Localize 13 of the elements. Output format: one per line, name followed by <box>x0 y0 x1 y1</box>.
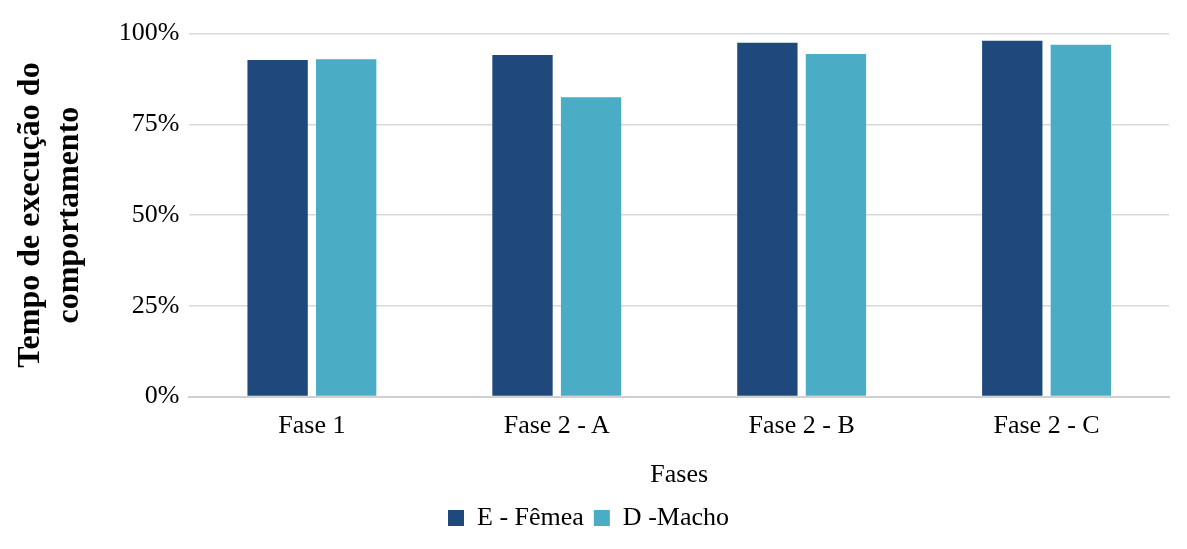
y-tick-label: 50% <box>131 198 180 228</box>
x-axis-title: Fases <box>650 459 709 489</box>
y-tick-label: 100% <box>118 17 180 47</box>
x-tick-label: Fase 2 - C <box>993 410 1100 440</box>
y-tick-label: 0% <box>144 380 180 410</box>
legend-label: D -Macho <box>622 501 729 531</box>
y-tick-label: 75% <box>131 108 180 138</box>
x-tick-label: Fase 2 - A <box>503 410 611 440</box>
x-tick-label: Fase 1 <box>278 410 346 440</box>
y-axis-title: Tempo de execução do comportamento <box>10 62 85 368</box>
y-tick-label: 25% <box>131 289 180 319</box>
x-tick-label: Fase 2 - B <box>748 410 855 440</box>
legend-label: E - Fêmea <box>477 501 585 531</box>
